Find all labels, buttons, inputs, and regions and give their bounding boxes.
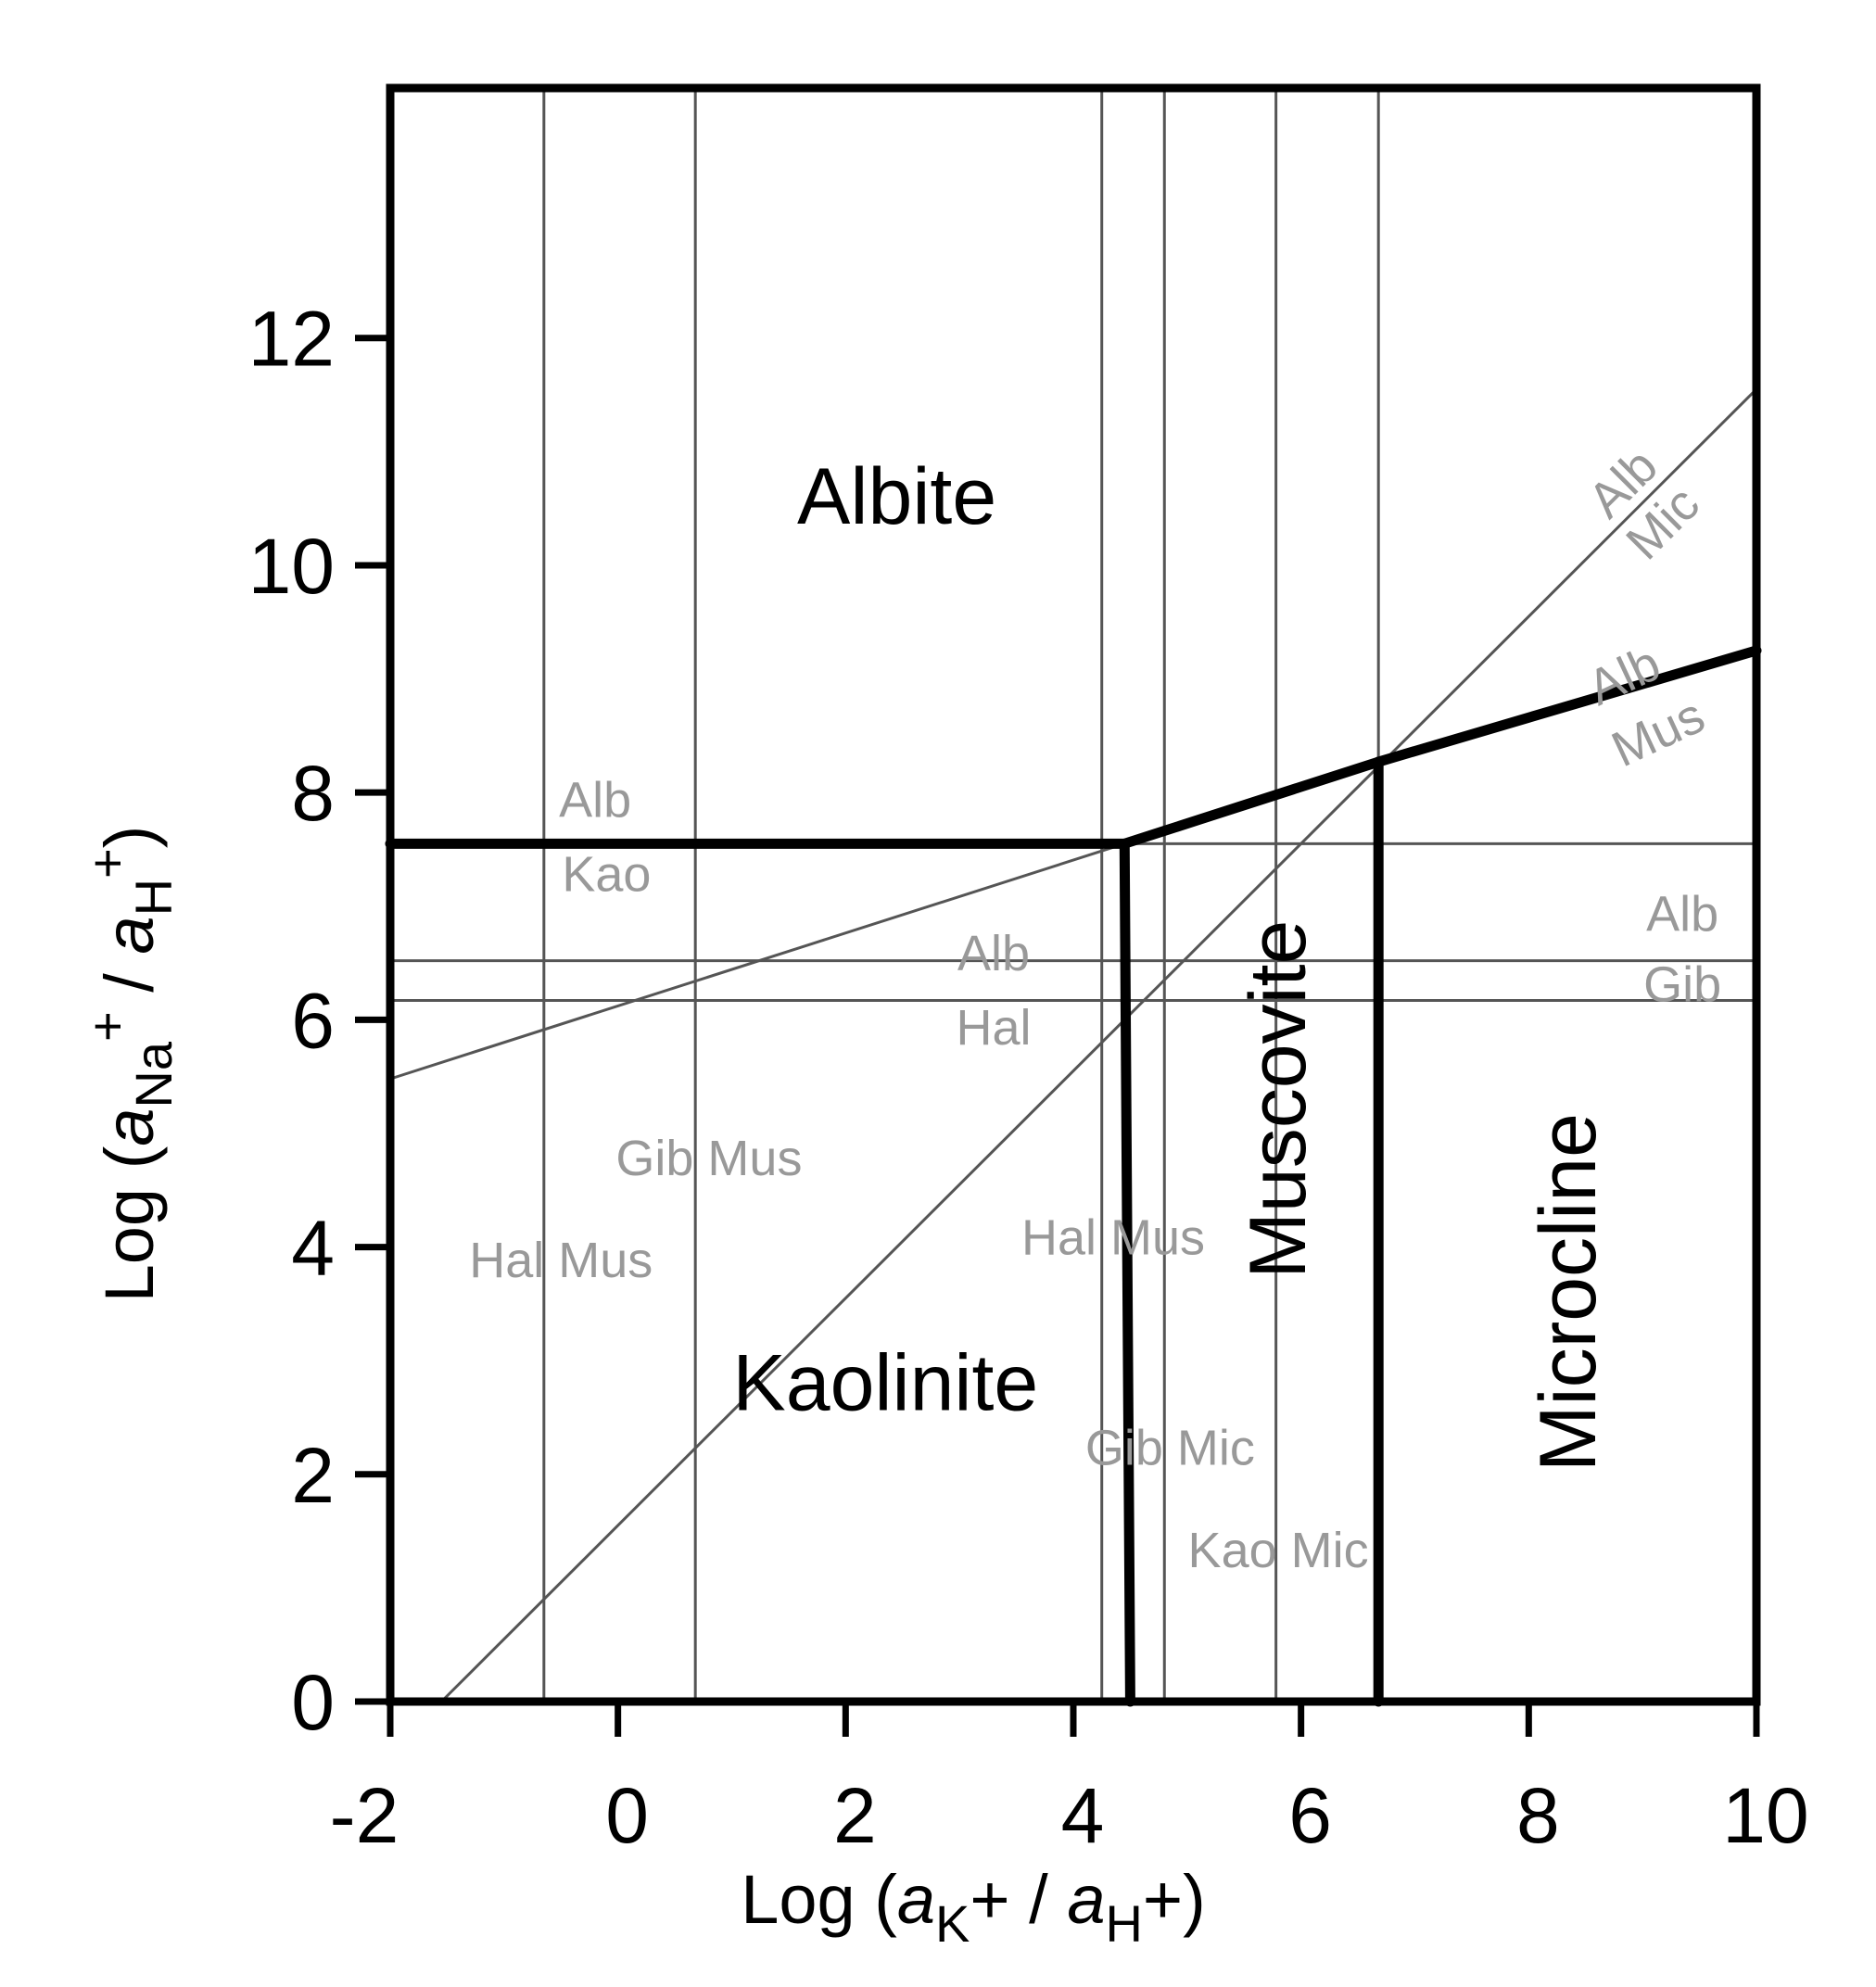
y-axis-label: Log (aNa+ / aH+) (78, 826, 183, 1303)
field-label-muscovite: Muscovite (1234, 920, 1323, 1279)
x-tick-label: 2 (833, 1772, 877, 1859)
x-tick-label: 4 (1061, 1772, 1105, 1859)
x-axis-label: Log (aK+ / aH+) (741, 1861, 1206, 1953)
axis-ticks: 0 2 4 6 8 10 12 -2 0 2 4 6 8 10 (248, 296, 1809, 1859)
reaction-label: Hal Mus (469, 1233, 653, 1288)
stable-boundary-2 (1373, 645, 1762, 767)
y-tick-label: 0 (291, 1659, 335, 1746)
reaction-label: Gib Mus (615, 1131, 802, 1186)
x-tick-label: 6 (1288, 1772, 1332, 1859)
y-tick-label: 2 (291, 1432, 335, 1519)
reaction-label: Alb (957, 926, 1030, 981)
y-tick-label: 8 (291, 750, 335, 837)
reaction-label: Kao (562, 846, 651, 902)
field-label-kaolinite: Kaolinite (732, 1339, 1038, 1428)
x-tick-label: 10 (1722, 1772, 1808, 1859)
y-tick-label: 4 (291, 1205, 335, 1292)
reaction-label: Kao Mic (1188, 1523, 1369, 1578)
metastable-line-9 (389, 842, 1125, 1081)
y-tick-label: 12 (248, 296, 335, 383)
reaction-label: Alb (559, 773, 631, 829)
y-tick-label: 6 (291, 977, 335, 1064)
stable-boundary-1 (1119, 756, 1384, 849)
reaction-label: Gib (1643, 956, 1721, 1012)
metastable-line-10 (440, 387, 1758, 1703)
field-label-albite: Albite (797, 452, 996, 541)
x-tick-label: 8 (1516, 1772, 1560, 1859)
stable-boundaries (385, 645, 1762, 1707)
reaction-label: Gib Mic (1085, 1421, 1255, 1476)
stable-boundary-3 (1119, 838, 1135, 1707)
field-label-microcline: Microcline (1524, 1113, 1613, 1472)
y-tick-label: 10 (248, 523, 335, 610)
reaction-label: Hal Mus (1021, 1210, 1205, 1266)
reaction-label: Hal (957, 1000, 1032, 1056)
x-tick-label: 0 (605, 1772, 649, 1859)
x-tick-label: -2 (330, 1772, 399, 1859)
field-labels: Albite Kaolinite Muscovite Microcline (732, 452, 1613, 1472)
reaction-label: Alb (1646, 886, 1718, 942)
